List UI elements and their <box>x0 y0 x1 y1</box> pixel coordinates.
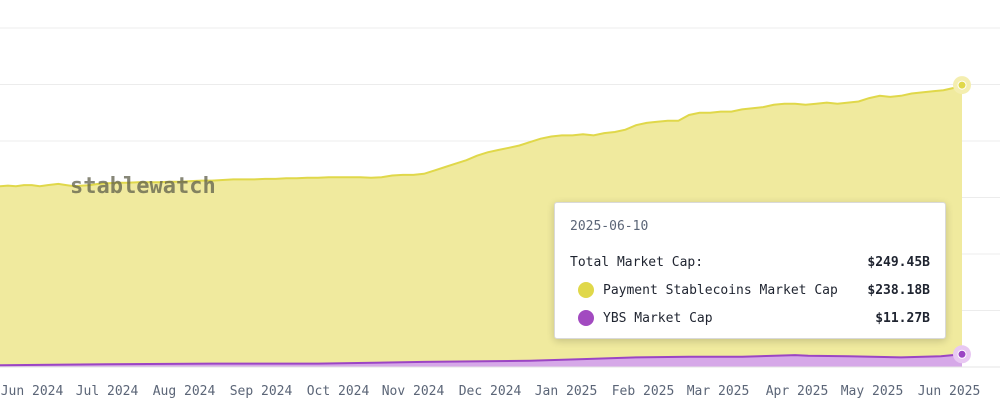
x-tick-label: Apr 2025 <box>766 384 829 399</box>
tooltip-row-ybs: YBS Market Cap $11.27B <box>570 304 930 332</box>
ybs-line <box>0 353 963 367</box>
x-tick-label: Oct 2024 <box>307 384 370 399</box>
x-tick-label: Jan 2025 <box>535 384 598 399</box>
x-tick-label: Mar 2025 <box>687 384 750 399</box>
ybs-hover-marker <box>957 349 967 359</box>
x-tick-label: Jul 2024 <box>76 384 139 399</box>
x-tick-label: Jun 2024 <box>1 384 64 399</box>
x-tick-label: Nov 2024 <box>382 384 445 399</box>
tooltip-total-label: Total Market Cap: <box>570 254 704 270</box>
payment-legend-dot <box>578 282 594 298</box>
x-tick-label: Feb 2025 <box>612 384 675 399</box>
x-tick-label: Aug 2024 <box>153 384 216 399</box>
tooltip-payment-value: $238.18B <box>867 282 930 298</box>
tooltip-ybs-value: $11.27B <box>875 310 930 326</box>
x-axis-ticks: Jun 2024 Jul 2024 Aug 2024 Sep 2024 Oct 2024… <box>1 384 981 399</box>
x-tick-label: Jun 2025 <box>918 384 981 399</box>
tooltip-ybs-label: YBS Market Cap <box>603 310 713 326</box>
stablewatch-watermark: stablewatch <box>70 174 216 199</box>
x-tick-label: Dec 2024 <box>459 384 522 399</box>
tooltip-date: 2025-06-10 <box>570 219 649 234</box>
tooltip-payment-label: Payment Stablecoins Market Cap <box>603 282 838 298</box>
x-tick-label: Sep 2024 <box>230 384 293 399</box>
hover-markers <box>953 76 971 364</box>
tooltip-total-row: Total Market Cap: $249.45B <box>570 248 930 276</box>
ybs-legend-dot <box>578 310 594 326</box>
payment-stablecoins-line <box>0 84 963 188</box>
tooltip-row-payment: Payment Stablecoins Market Cap $238.18B <box>570 276 930 304</box>
x-tick-label: May 2025 <box>841 384 904 399</box>
payment-hover-marker <box>957 80 967 90</box>
chart-tooltip: 2025-06-10 Total Market Cap: $249.45B Pa… <box>554 202 946 339</box>
tooltip-total-value: $249.45B <box>867 254 930 270</box>
